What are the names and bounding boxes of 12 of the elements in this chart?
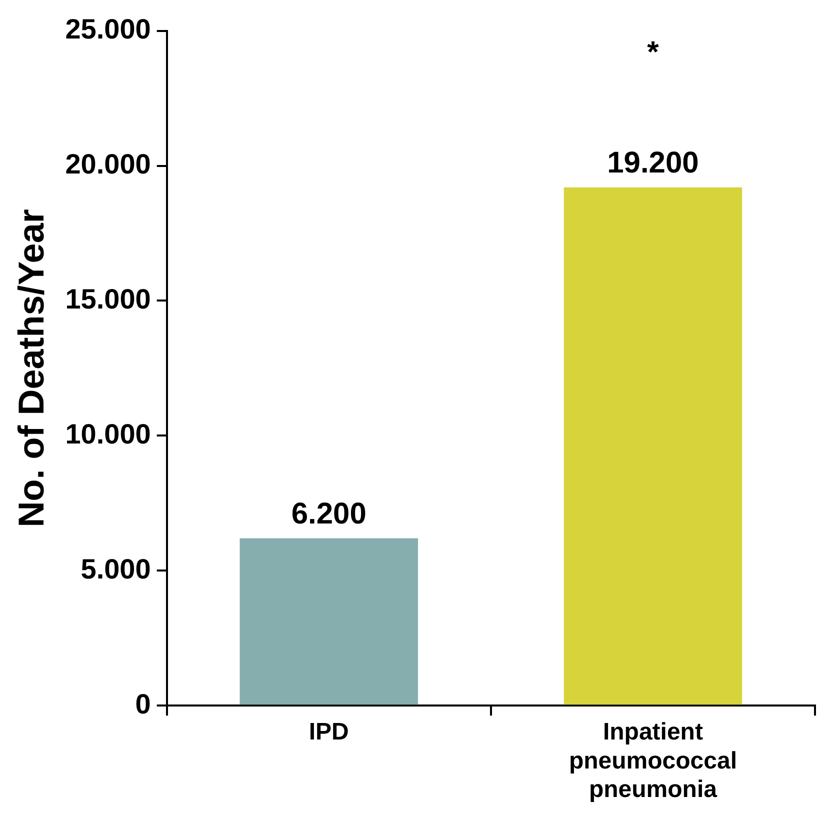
y-tick-label: 10.000 xyxy=(65,418,151,450)
x-tick-label: Inpatient pneumococcal pneumonia xyxy=(568,718,737,804)
y-tick-label: 25.000 xyxy=(65,14,151,45)
x-tick-label: IPD xyxy=(308,718,349,746)
y-tick-label: 0 xyxy=(135,688,151,720)
data-label: 19.200 xyxy=(607,146,699,180)
y-tick-label: 15.000 xyxy=(65,283,151,314)
annotation: * xyxy=(647,36,660,70)
y-axis-title: No. of Deaths/Year xyxy=(10,209,52,528)
y-tick-label: 20.000 xyxy=(65,148,151,180)
y-tick-label: 5.000 xyxy=(80,553,151,584)
data-label: 6.200 xyxy=(291,498,366,531)
